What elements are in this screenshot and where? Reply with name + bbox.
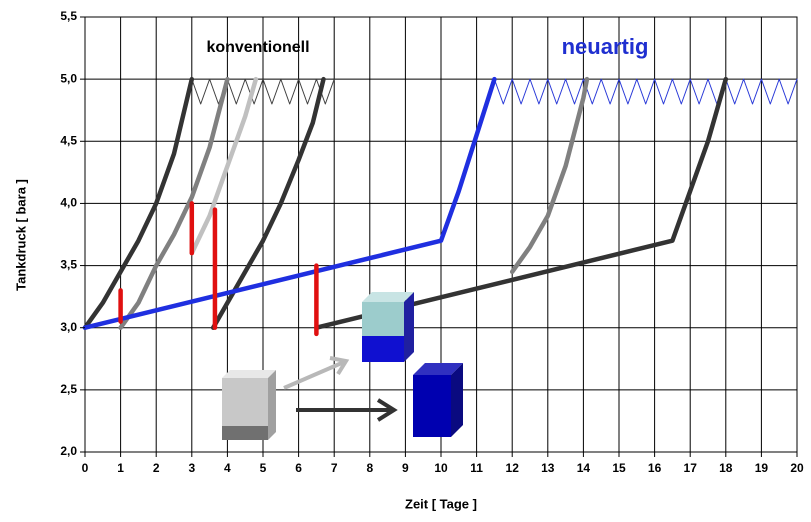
x-tick-label: 7 — [331, 461, 338, 475]
x-tick-label: 19 — [755, 461, 769, 475]
x-tick-label: 18 — [719, 461, 733, 475]
cube-side — [268, 370, 276, 440]
cube-side — [404, 292, 414, 362]
annotation: konventionell — [206, 39, 309, 56]
y-tick-label: 5,5 — [60, 9, 77, 23]
y-axis-title: Tankdruck [ bara ] — [13, 179, 28, 291]
cube-top — [222, 370, 276, 378]
x-tick-label: 11 — [470, 461, 483, 475]
cube-front — [413, 375, 451, 437]
series-line — [210, 76, 326, 330]
x-tick-label: 4 — [224, 461, 231, 475]
x-tick-label: 1 — [117, 461, 124, 475]
lines — [82, 76, 798, 337]
y-tick-label: 2,0 — [60, 444, 77, 458]
y-tick-label: 5,0 — [60, 71, 77, 85]
x-tick-label: 8 — [366, 461, 373, 475]
y-tick-label: 3,5 — [60, 258, 77, 272]
x-tick-label: 17 — [684, 461, 698, 475]
x-tick-label: 5 — [260, 461, 267, 475]
x-axis-title: Zeit [ Tage ] — [405, 496, 477, 511]
arrow — [283, 360, 345, 390]
illustration — [222, 292, 463, 440]
cube-top — [362, 292, 414, 302]
annotation: neuartig — [562, 34, 649, 59]
series-line — [493, 78, 798, 105]
x-tick-label: 14 — [577, 461, 591, 475]
cube-front — [222, 426, 268, 440]
y-tick-label: 2,5 — [60, 382, 77, 396]
x-tick-label: 12 — [506, 461, 520, 475]
x-tick-label: 20 — [790, 461, 804, 475]
y-tick-label: 4,0 — [60, 196, 77, 210]
x-tick-label: 2 — [153, 461, 160, 475]
x-tick-label: 0 — [82, 461, 89, 475]
y-tick-label: 3,0 — [60, 320, 77, 334]
cube-front — [222, 378, 268, 426]
x-tick-label: 9 — [402, 461, 409, 475]
cube-top — [413, 363, 463, 375]
series-line — [189, 76, 259, 256]
series-line — [82, 76, 497, 330]
arrow-head — [329, 356, 350, 376]
y-tick-label: 4,5 — [60, 133, 77, 147]
x-tick-label: 6 — [295, 461, 302, 475]
cube-front — [362, 336, 404, 362]
x-tick-label: 3 — [188, 461, 195, 475]
series-line — [509, 76, 590, 275]
cube-side — [451, 363, 463, 437]
x-tick-label: 15 — [612, 461, 626, 475]
series-line — [82, 76, 195, 330]
series-line — [191, 78, 335, 105]
series-line — [118, 76, 230, 330]
x-tick-label: 16 — [648, 461, 662, 475]
cube-front — [362, 302, 404, 336]
x-tick-label: 13 — [541, 461, 555, 475]
x-tick-label: 10 — [434, 461, 448, 475]
arrow-head — [376, 398, 398, 422]
series-line — [314, 76, 729, 330]
